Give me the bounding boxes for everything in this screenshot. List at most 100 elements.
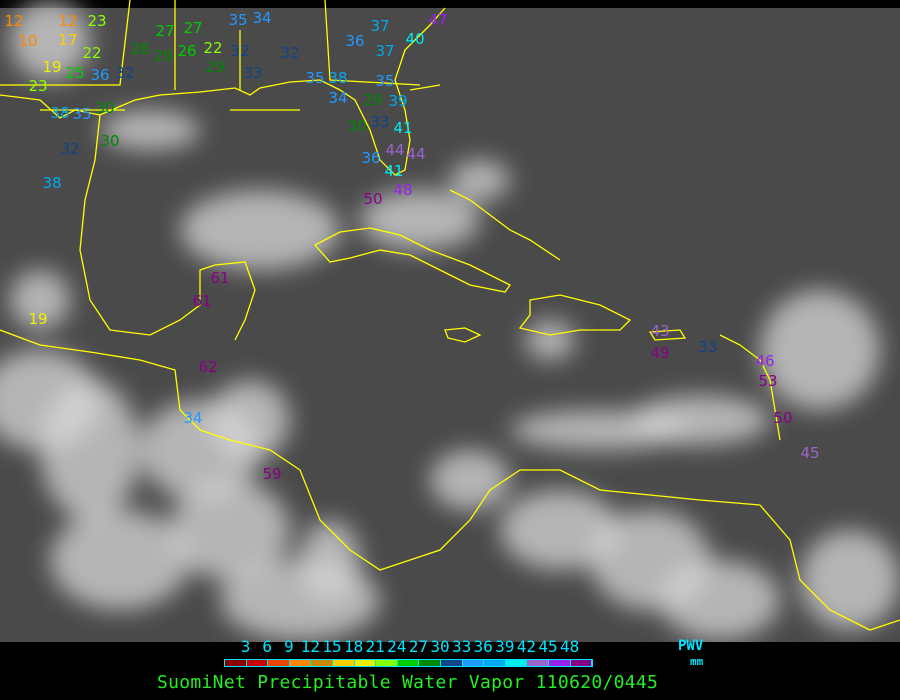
color-swatch [397, 660, 420, 666]
station-pwv-label: 35 [375, 72, 394, 90]
station-pwv-label: 35 [228, 11, 247, 29]
state-borders [0, 0, 441, 111]
cloud [360, 190, 480, 250]
station-pwv-label: 12 [58, 12, 77, 30]
legend-tick-label: 6 [262, 637, 272, 656]
central-america [0, 329, 761, 571]
station-pwv-label: 33 [698, 338, 717, 356]
color-scale-bar [224, 659, 594, 667]
station-pwv-label: 19 [42, 58, 61, 76]
station-pwv-label: 39 [388, 92, 407, 110]
color-swatch [548, 660, 571, 666]
legend-tick-label: 42 [516, 637, 537, 656]
station-pwv-label: 46 [755, 352, 774, 370]
station-pwv-label: 53 [758, 372, 777, 390]
legend-tick-label: 15 [322, 637, 342, 656]
station-pwv-label: 35 [305, 69, 324, 87]
unit-label-bottom: mm [690, 655, 704, 668]
legend-tick-label: 45 [538, 637, 558, 656]
cloud [300, 520, 360, 600]
station-pwv-label: 36 [345, 32, 364, 50]
bahamas [449, 189, 561, 261]
station-pwv-label: 30 [100, 132, 119, 150]
station-pwv-label: 61 [192, 292, 211, 310]
cloud [10, 270, 70, 330]
color-swatch [311, 660, 333, 666]
legend-tick-label: 24 [387, 637, 407, 656]
cloud [500, 490, 620, 570]
color-swatch [505, 660, 528, 666]
cloud [10, 0, 90, 80]
color-swatch [246, 660, 269, 666]
color-swatch [462, 660, 485, 666]
station-pwv-label: 32 [230, 42, 249, 60]
jamaica [444, 327, 482, 343]
cloud [210, 380, 290, 460]
station-pwv-label: 50 [363, 190, 382, 208]
station-pwv-label: 19 [28, 310, 47, 328]
cloud [660, 560, 780, 640]
color-swatch [268, 660, 290, 666]
station-pwv-label: 32 [280, 44, 299, 62]
station-pwv-label: 36 [90, 66, 109, 84]
station-pwv-label: 59 [262, 465, 281, 483]
legend-tick-label: 9 [283, 637, 294, 656]
station-pwv-label: 23 [87, 12, 106, 30]
station-pwv-label: 30 [95, 99, 114, 117]
station-pwv-label: 32 [60, 140, 79, 158]
cloud [760, 290, 880, 410]
legend-tick-label: 27 [408, 637, 429, 656]
image-title: SuomiNet Precipitable Water Vapor 110620… [157, 672, 659, 693]
station-pwv-label: 29 [363, 91, 382, 109]
legend-tick-label: 21 [365, 637, 385, 656]
station-pwv-label: 27 [155, 22, 174, 40]
station-pwv-label: 27 [183, 19, 202, 37]
cloud [430, 450, 510, 510]
station-pwv-label: 49 [650, 344, 669, 362]
station-pwv-label: 29 [205, 58, 224, 76]
station-pwv-label: 28 [130, 40, 149, 58]
cloud [180, 190, 340, 270]
cloud [450, 160, 510, 200]
legend-tick-label: 48 [559, 637, 580, 656]
cloud-layer [0, 0, 900, 640]
station-pwv-label: 34 [183, 409, 202, 427]
cuba [313, 227, 511, 293]
station-pwv-label: 38 [328, 69, 347, 87]
legend-tick-label: 18 [343, 637, 364, 656]
texas-mexico-coast [79, 114, 256, 341]
cloud [170, 480, 290, 580]
color-swatch [527, 660, 549, 666]
legend-tick-label: 3 [240, 637, 251, 656]
legend-panel: 3 6 9 12 15 18 21 24 27 30 33 36 39 42 45 48 PWV mm Suo… [0, 638, 900, 700]
station-pwv-label: 34 [328, 89, 347, 107]
station-pwv-label: 50 [773, 409, 792, 427]
station-pwv-label: 37 [370, 17, 389, 35]
station-pwv-label: 34 [252, 9, 271, 27]
station-pwv-label: 41 [393, 119, 412, 137]
color-swatch [354, 660, 377, 666]
cloud [50, 510, 190, 610]
station-pwv-label: 29 [153, 47, 172, 65]
station-pwv-label: 33 [370, 113, 389, 131]
color-swatch [376, 660, 398, 666]
station-pwv-label: 38 [50, 104, 69, 122]
station-pwv-label: 48 [393, 181, 412, 199]
station-pwv-label: 22 [203, 39, 222, 57]
color-swatch [332, 660, 355, 666]
station-pwv-label: 22 [82, 44, 101, 62]
station-pwv-label: 44 [385, 141, 404, 159]
station-pwv-label: 37 [375, 42, 394, 60]
station-pwv-label: 36 [361, 149, 380, 167]
unit-label-top: PWV [678, 638, 704, 654]
legend-tick-label: 33 [451, 637, 472, 656]
station-pwv-label: 38 [42, 174, 61, 192]
cloud [100, 110, 200, 150]
legend-tick-label: 36 [473, 637, 493, 656]
station-pwv-label: 30 [347, 117, 366, 135]
station-pwv-label: 61 [210, 269, 229, 287]
cloud [630, 395, 770, 445]
top-border [0, 0, 900, 8]
station-pwv-label: 23 [28, 77, 47, 95]
